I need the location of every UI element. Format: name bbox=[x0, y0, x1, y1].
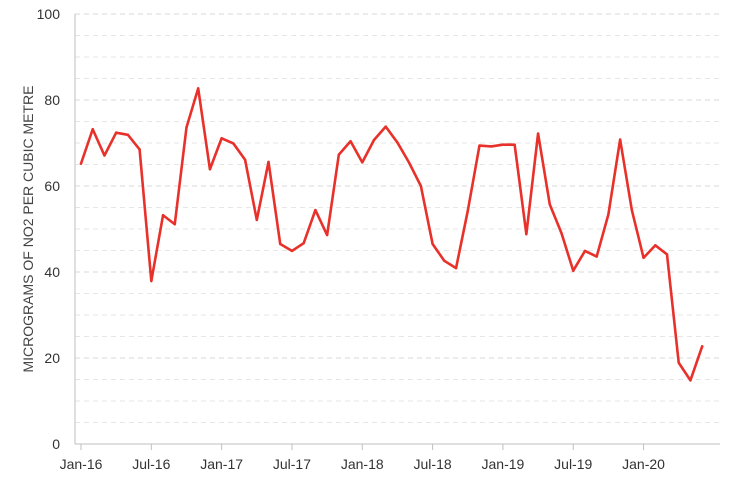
data-point bbox=[419, 184, 423, 188]
x-tick-label: Jan-18 bbox=[341, 456, 384, 472]
x-tick-label: Jul-19 bbox=[554, 456, 592, 472]
data-point bbox=[642, 256, 645, 260]
data-point bbox=[618, 138, 622, 141]
data-point bbox=[490, 145, 493, 148]
data-point bbox=[372, 138, 376, 142]
data-point bbox=[103, 154, 106, 157]
x-tick-label: Jan-17 bbox=[200, 456, 243, 472]
x-tick-label: Jan-16 bbox=[60, 456, 103, 472]
data-point bbox=[431, 242, 434, 246]
data-point bbox=[443, 259, 446, 263]
series-layer bbox=[79, 87, 704, 382]
data-point bbox=[361, 161, 364, 164]
data-point bbox=[243, 158, 247, 161]
data-point bbox=[91, 128, 94, 131]
data-point bbox=[279, 242, 282, 246]
data-point bbox=[525, 232, 528, 236]
data-point bbox=[290, 249, 294, 253]
data-point bbox=[325, 233, 329, 237]
y-tick-label: 0 bbox=[52, 436, 60, 452]
tick-labels: 0 20 40 60 80 100 Jan-16 Jul-16 Jan-17 Jul-17 Jan-… bbox=[37, 6, 666, 472]
series-line bbox=[79, 87, 704, 382]
data-point bbox=[79, 162, 83, 165]
y-tick-label: 40 bbox=[44, 264, 60, 280]
x-tick-label: Jan-20 bbox=[622, 456, 665, 472]
data-point bbox=[572, 269, 575, 272]
x-tick-label: Jul-16 bbox=[132, 456, 170, 472]
data-point bbox=[501, 143, 505, 146]
data-point bbox=[454, 266, 458, 270]
data-point bbox=[232, 142, 235, 145]
data-point bbox=[337, 153, 341, 156]
x-tick-label: Jul-18 bbox=[414, 456, 452, 472]
y-tick-label: 100 bbox=[37, 6, 61, 22]
data-point bbox=[677, 361, 680, 364]
data-point bbox=[396, 141, 399, 144]
data-point bbox=[595, 255, 598, 258]
data-point bbox=[560, 232, 563, 235]
grid bbox=[75, 13, 720, 423]
data-point bbox=[665, 253, 669, 256]
data-point bbox=[302, 241, 305, 245]
y-tick-label: 20 bbox=[44, 350, 60, 366]
data-point bbox=[150, 279, 153, 283]
data-point bbox=[407, 161, 411, 164]
data-point bbox=[161, 214, 165, 217]
y-tick-label: 60 bbox=[44, 178, 60, 194]
data-point bbox=[114, 131, 118, 134]
x-tick-label: Jul-17 bbox=[273, 456, 311, 472]
data-point bbox=[548, 203, 551, 206]
x-tick-label: Jan-19 bbox=[482, 456, 525, 472]
data-point bbox=[220, 137, 223, 140]
data-point bbox=[255, 218, 258, 222]
data-point bbox=[126, 133, 130, 137]
data-point bbox=[314, 208, 317, 212]
data-point bbox=[513, 143, 516, 146]
y-axis-title: MICROGRAMS OF NO2 PER CUBIC METRE bbox=[20, 85, 36, 372]
data-point bbox=[689, 379, 692, 382]
data-point bbox=[197, 87, 200, 90]
data-point bbox=[267, 160, 270, 164]
data-point bbox=[536, 132, 540, 135]
data-point bbox=[384, 125, 387, 128]
data-point bbox=[630, 208, 634, 212]
y-tick-label: 80 bbox=[44, 92, 60, 108]
data-point bbox=[583, 249, 587, 253]
data-point bbox=[185, 126, 188, 129]
data-point bbox=[654, 244, 657, 247]
data-point bbox=[208, 168, 212, 171]
data-point bbox=[349, 140, 352, 143]
data-point bbox=[466, 209, 469, 213]
axes bbox=[74, 14, 720, 450]
data-point bbox=[607, 213, 610, 216]
data-point bbox=[700, 345, 704, 348]
data-point bbox=[138, 148, 141, 151]
data-point bbox=[173, 223, 176, 226]
data-point bbox=[478, 144, 481, 147]
